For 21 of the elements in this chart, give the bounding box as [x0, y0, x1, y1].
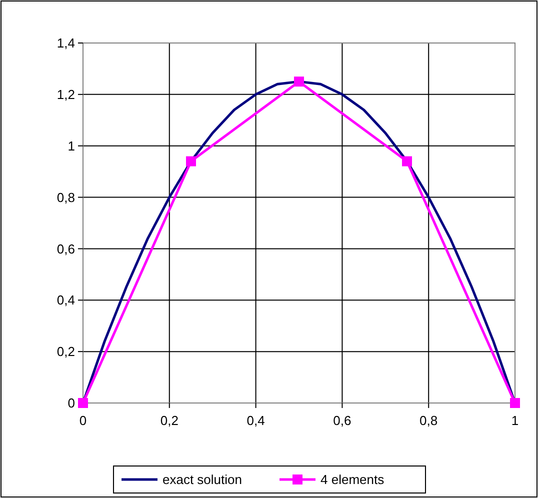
x-tick-label: 1: [511, 413, 519, 428]
x-tick-label: 0: [79, 413, 87, 428]
y-tick-label: 0: [68, 396, 75, 411]
y-tick-label: 0,8: [56, 190, 75, 205]
x-tick-label: 0,4: [246, 413, 265, 428]
y-tick-label: 1,4: [56, 36, 75, 51]
point: [294, 76, 304, 87]
y-tick-label: 1,2: [56, 86, 75, 102]
y-tick-label: 0,6: [56, 241, 75, 256]
point: [510, 398, 520, 408]
y-tick-label: 1: [68, 138, 75, 154]
legend-label: exact solution: [162, 472, 242, 488]
legend-label: 4 elements: [320, 472, 385, 488]
x-tick-label: 0,2: [160, 413, 178, 428]
point: [78, 398, 88, 408]
y-tick-label: 0,2: [56, 344, 75, 360]
point: [402, 156, 412, 166]
x-tick-label: 0,6: [333, 413, 352, 428]
y-tick-label: 0,4: [56, 292, 75, 308]
point: [186, 156, 196, 166]
x-tick-label: 0,8: [420, 413, 438, 428]
